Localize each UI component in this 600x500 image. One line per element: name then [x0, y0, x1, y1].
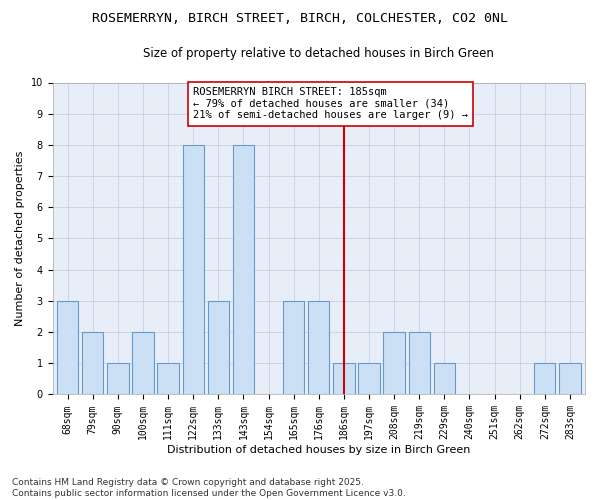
Bar [57, 301, 78, 394]
Bar [559, 364, 581, 394]
Title: Size of property relative to detached houses in Birch Green: Size of property relative to detached ho… [143, 48, 494, 60]
Y-axis label: Number of detached properties: Number of detached properties [15, 151, 25, 326]
Bar [208, 301, 229, 394]
Bar [132, 332, 154, 394]
Bar [434, 364, 455, 394]
Bar [358, 364, 380, 394]
X-axis label: Distribution of detached houses by size in Birch Green: Distribution of detached houses by size … [167, 445, 470, 455]
Bar [283, 301, 304, 394]
Bar [82, 332, 103, 394]
Bar [534, 364, 556, 394]
Bar [333, 364, 355, 394]
Bar [308, 301, 329, 394]
Bar [383, 332, 405, 394]
Text: ROSEMERRYN, BIRCH STREET, BIRCH, COLCHESTER, CO2 0NL: ROSEMERRYN, BIRCH STREET, BIRCH, COLCHES… [92, 12, 508, 26]
Text: Contains HM Land Registry data © Crown copyright and database right 2025.
Contai: Contains HM Land Registry data © Crown c… [12, 478, 406, 498]
Text: ROSEMERRYN BIRCH STREET: 185sqm
← 79% of detached houses are smaller (34)
21% of: ROSEMERRYN BIRCH STREET: 185sqm ← 79% of… [193, 87, 468, 120]
Bar [233, 145, 254, 394]
Bar [157, 364, 179, 394]
Bar [182, 145, 204, 394]
Bar [107, 364, 128, 394]
Bar [409, 332, 430, 394]
